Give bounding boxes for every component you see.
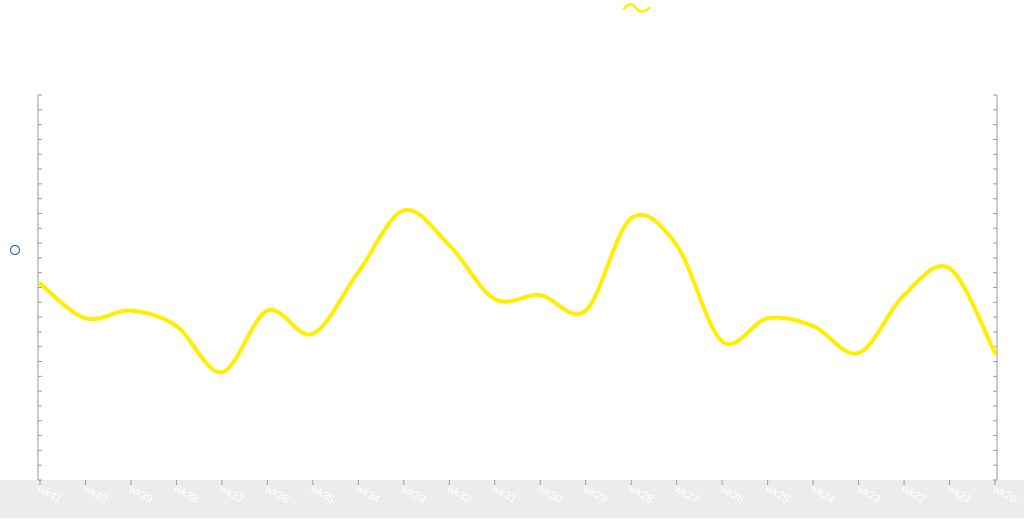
data-point[interactable]	[174, 324, 179, 328]
data-point[interactable]	[856, 350, 861, 355]
data-point[interactable]	[811, 324, 816, 328]
axes	[37, 94, 998, 485]
data-point[interactable]	[765, 316, 770, 321]
data-point[interactable]	[583, 308, 588, 313]
data-point[interactable]	[265, 308, 270, 313]
data-point[interactable]	[492, 297, 497, 302]
data-point[interactable]	[401, 208, 406, 213]
data-point[interactable]	[538, 293, 543, 298]
series-group	[38, 208, 997, 375]
data-point[interactable]	[947, 266, 952, 271]
data-point[interactable]	[674, 243, 679, 248]
wave-line-icon[interactable]	[622, 3, 651, 13]
circle-handle-icon[interactable]	[9, 244, 21, 256]
data-point[interactable]	[219, 370, 224, 375]
data-point[interactable]	[356, 270, 361, 275]
data-point[interactable]	[447, 243, 452, 248]
data-point[interactable]	[902, 293, 907, 298]
data-point[interactable]	[629, 216, 634, 221]
series-line-0[interactable]	[38, 208, 997, 375]
data-point[interactable]	[310, 331, 315, 336]
x-axis-band	[0, 480, 1024, 518]
data-point[interactable]	[993, 350, 997, 355]
data-point[interactable]	[83, 316, 88, 321]
data-point[interactable]	[720, 339, 725, 344]
legend[interactable]	[622, 3, 651, 13]
data-point[interactable]	[38, 281, 42, 286]
data-point[interactable]	[128, 308, 133, 313]
